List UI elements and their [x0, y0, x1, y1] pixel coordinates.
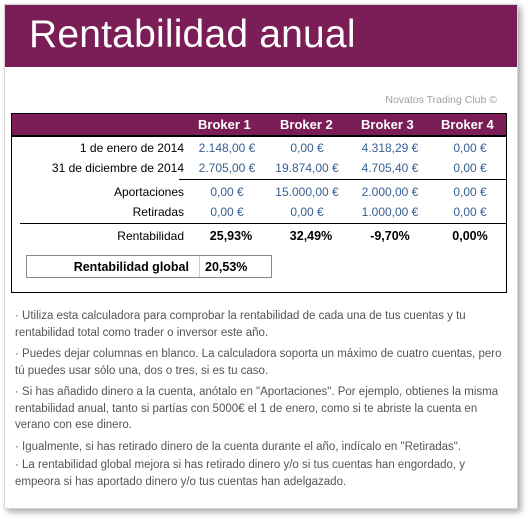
note-paragraph: · Utiliza esta calculadora para comproba… — [15, 310, 466, 339]
title-banner: Rentabilidad anual — [5, 5, 517, 67]
cell-withdraw-broker-3[interactable]: 1.000,00 € — [361, 205, 419, 219]
cell-contrib-broker-3[interactable]: 2.000,00 € — [361, 185, 419, 199]
global-profitability-label: Rentabilidad global — [73, 260, 189, 274]
note-paragraph: · La rentabilidad global mejora si has r… — [15, 459, 466, 488]
result-broker-3: -9,70% — [370, 229, 410, 243]
row-label-end-date: 31 de diciembre de 2014 — [51, 161, 184, 175]
cell-withdraw-broker-4[interactable]: 0,00 € — [453, 205, 487, 219]
calculator-table: Broker 1 Broker 2 Broker 3 Broker 4 1 de… — [11, 113, 507, 293]
cell-contrib-broker-1[interactable]: 0,00 € — [210, 185, 244, 199]
header-broker-4: Broker 4 — [441, 117, 494, 132]
instructions-notes: · Utiliza esta calculadora para comproba… — [15, 308, 509, 495]
row-label-start-date: 1 de enero de 2014 — [79, 141, 184, 155]
note-paragraph: · Igualmente, si has retirado dinero de … — [15, 440, 462, 453]
result-broker-4: 0,00% — [452, 229, 488, 243]
global-profitability-value: 20,53% — [205, 260, 248, 274]
table-header-row: Broker 1 Broker 2 Broker 3 Broker 4 — [12, 114, 506, 137]
cell-start-broker-4[interactable]: 0,00 € — [453, 141, 487, 155]
cell-divider — [199, 256, 200, 277]
cell-contrib-broker-4[interactable]: 0,00 € — [453, 185, 487, 199]
result-broker-1: 25,93% — [209, 229, 253, 243]
cell-withdraw-broker-2[interactable]: 0,00 € — [290, 205, 324, 219]
page-title: Rentabilidad anual — [29, 13, 356, 56]
separator-line — [179, 179, 506, 180]
row-label-profitability: Rentabilidad — [117, 229, 184, 243]
note-paragraph: · Puedes dejar columnas en blanco. La ca… — [15, 348, 502, 377]
global-profitability-box: Rentabilidad global 20,53% — [26, 255, 272, 278]
cell-end-broker-4[interactable]: 0,00 € — [453, 161, 487, 175]
separator-line — [20, 223, 506, 224]
cell-start-broker-2[interactable]: 0,00 € — [290, 141, 324, 155]
row-label-contributions: Aportaciones — [113, 185, 184, 199]
cell-end-broker-1[interactable]: 2.705,00 € — [198, 161, 256, 175]
header-broker-1: Broker 1 — [198, 117, 251, 132]
note-paragraph: · Si has añadido dinero a la cuenta, anó… — [15, 386, 499, 431]
header-broker-2: Broker 2 — [280, 117, 333, 132]
cell-start-broker-1[interactable]: 2.148,00 € — [198, 141, 256, 155]
cell-start-broker-3[interactable]: 4.318,29 € — [361, 141, 419, 155]
row-label-withdrawals: Retiradas — [132, 205, 184, 219]
result-broker-2: 32,49% — [289, 229, 333, 243]
header-broker-3: Broker 3 — [361, 117, 414, 132]
cell-withdraw-broker-1[interactable]: 0,00 € — [210, 205, 244, 219]
calculator-sheet: Rentabilidad anual Novatos Trading Club … — [4, 4, 518, 509]
cell-end-broker-3[interactable]: 4.705,40 € — [361, 161, 419, 175]
cell-end-broker-2[interactable]: 19.874,00 € — [275, 161, 339, 175]
cell-contrib-broker-2[interactable]: 15.000,00 € — [275, 185, 339, 199]
watermark-text: Novatos Trading Club © — [385, 94, 497, 106]
